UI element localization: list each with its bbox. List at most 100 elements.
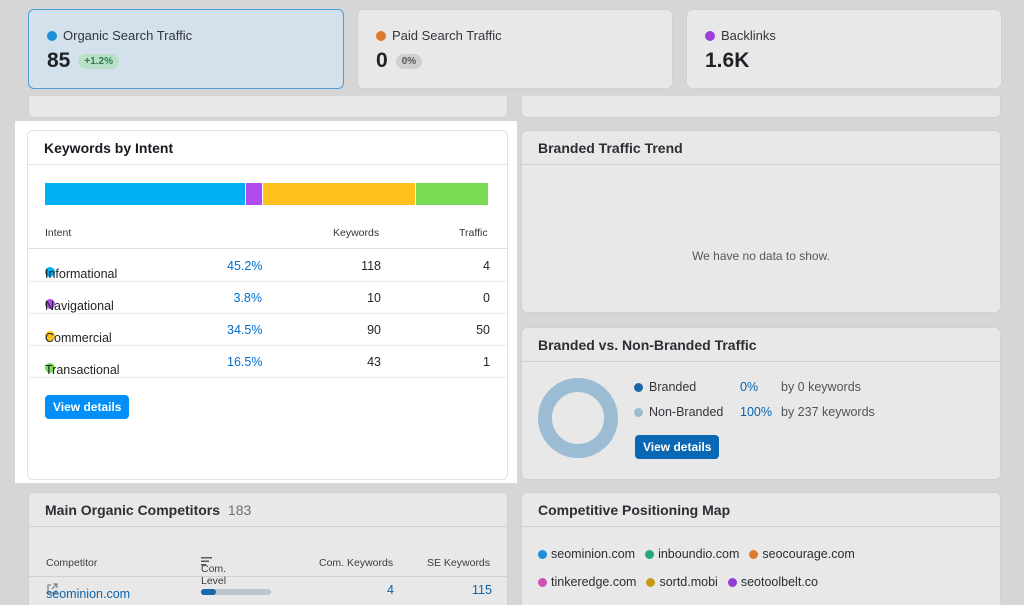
metric-value-row: 85 +1.2% <box>47 49 325 73</box>
competitors-title: Main Organic Competitors <box>45 502 221 518</box>
domain-legend-row-1: seominion.com inboundio.com seocourage.com <box>538 547 855 561</box>
legend-percent: 0% <box>740 380 759 394</box>
metric-value-row: 1.6K <box>705 49 983 73</box>
intent-dot-icon <box>45 299 55 309</box>
intent-percent[interactable]: 3.8% <box>233 291 263 305</box>
view-details-button[interactable]: View details <box>635 435 720 459</box>
metric-label-row: Backlinks <box>705 28 983 43</box>
intent-keywords: 10 <box>367 291 381 305</box>
main-organic-competitors-card: Main Organic Competitors 183 Competitor … <box>28 492 508 605</box>
metric-card-paid[interactable]: Paid Search Traffic 0 0% <box>357 9 673 89</box>
metric-label: Organic Search Traffic <box>63 28 193 43</box>
intent-percent[interactable]: 34.5% <box>227 323 263 337</box>
legend-label: Non-Branded <box>649 405 724 419</box>
backlinks-dot-icon <box>705 30 715 41</box>
table-header: Competitor Com. Level Com. Keywords SE K… <box>29 551 507 587</box>
header-com-level[interactable]: Com. Level <box>201 557 226 587</box>
table-row: Navigational 3.8% 10 0 <box>28 282 507 314</box>
intent-segment <box>415 183 489 205</box>
organic-dot-icon <box>47 30 57 41</box>
competitor-link[interactable]: seominion.com <box>46 583 130 601</box>
header-competitor: Competitor <box>46 557 98 569</box>
nonbranded-dot-icon <box>634 407 643 417</box>
domain-name: seominion.com <box>551 547 636 561</box>
domain-legend-item[interactable]: sortd.mobi <box>646 575 718 589</box>
com-level-fill <box>201 589 217 595</box>
branded-donut-chart <box>538 378 618 458</box>
domain-legend-row-2: tinkeredge.com sortd.mobi seotoolbelt.co <box>538 575 818 589</box>
legend-branded: Branded 0% by 0 keywords <box>634 380 861 394</box>
competitors-count: 183 <box>227 502 252 518</box>
metric-label: Backlinks <box>721 28 776 43</box>
intent-name: Transactional <box>45 363 120 377</box>
legend-label: Branded <box>649 380 697 394</box>
change-badge: +1.2% <box>78 53 119 69</box>
domain-name: seocourage.com <box>762 547 855 561</box>
intent-percent[interactable]: 45.2% <box>227 259 263 273</box>
metric-label-row: Organic Search Traffic <box>47 28 325 43</box>
se-keywords-value[interactable]: 115 <box>472 583 492 597</box>
metric-value: 85 <box>47 49 71 72</box>
intent-segment <box>262 183 416 205</box>
header-com-keywords: Com. Keywords <box>319 557 394 569</box>
intent-keywords: 118 <box>361 259 381 273</box>
change-badge: 0% <box>395 53 423 69</box>
card-title: Competitive Positioning Map <box>522 493 1000 527</box>
card-title: Keywords by Intent <box>28 131 507 165</box>
external-link-icon <box>47 583 58 594</box>
view-details-button[interactable]: View details <box>45 395 130 419</box>
intent-segment <box>245 183 263 205</box>
domain-legend-item[interactable]: seotoolbelt.co <box>727 575 818 589</box>
domain-legend-item[interactable]: seocourage.com <box>749 547 855 561</box>
domain-dot-icon <box>538 577 547 587</box>
domain-name: inboundio.com <box>658 547 740 561</box>
branded-vs-nonbranded-card: Branded vs. Non-Branded Traffic Branded … <box>521 327 1001 480</box>
metric-value: 0 <box>376 49 388 72</box>
intent-traffic: 0 <box>483 291 490 305</box>
intent-traffic: 1 <box>483 355 490 369</box>
legend-nonbranded: Non-Branded 100% by 237 keywords <box>634 405 875 419</box>
intent-traffic: 4 <box>483 259 490 273</box>
intent-name: Informational <box>45 267 118 281</box>
competitor-domain: seominion.com <box>46 587 131 601</box>
metric-value-row: 0 0% <box>376 49 654 73</box>
domain-name: seotoolbelt.co <box>740 575 818 589</box>
table-row: seominion.com 4 115 <box>29 579 507 605</box>
table-header: Intent Keywords Traffic <box>28 219 507 249</box>
intent-percent[interactable]: 16.5% <box>227 355 263 369</box>
metric-label-row: Paid Search Traffic <box>376 28 654 43</box>
table-row: Transactional 16.5% 43 1 <box>28 346 507 378</box>
domain-dot-icon <box>538 549 547 559</box>
branded-dot-icon <box>634 382 643 392</box>
intent-segment <box>45 183 246 205</box>
legend-percent: 100% <box>740 405 772 419</box>
paid-dot-icon <box>376 30 386 41</box>
header-se-keywords: SE Keywords <box>427 557 491 569</box>
domain-name: tinkeredge.com <box>551 575 637 589</box>
com-keywords-value[interactable]: 4 <box>387 583 394 597</box>
intent-keywords: 90 <box>367 323 381 337</box>
domain-legend-item[interactable]: inboundio.com <box>645 547 739 561</box>
domain-dot-icon <box>645 549 655 559</box>
domain-dot-icon <box>646 577 656 587</box>
keywords-by-intent-card: Keywords by Intent Intent Keywords Traff… <box>27 130 508 480</box>
domain-dot-icon <box>749 549 759 559</box>
empty-state-text: We have no data to show. <box>692 249 830 263</box>
header-keywords: Keywords <box>333 227 380 239</box>
legend-keywords: by 237 keywords <box>781 405 875 419</box>
metric-value: 1.6K <box>705 49 750 72</box>
metric-card-organic[interactable]: Organic Search Traffic 85 +1.2% <box>28 9 344 89</box>
intent-name: Navigational <box>45 299 114 313</box>
partial-card-right <box>521 96 1001 118</box>
header-intent: Intent <box>45 227 72 239</box>
domain-legend-item[interactable]: seominion.com <box>538 547 635 561</box>
domain-legend-item[interactable]: tinkeredge.com <box>538 575 636 589</box>
metric-label: Paid Search Traffic <box>392 28 502 43</box>
intent-traffic: 50 <box>476 323 490 337</box>
table-row: Commercial 34.5% 90 50 <box>28 314 507 346</box>
card-title: Branded Traffic Trend <box>522 131 1000 165</box>
intent-distribution-bar <box>45 183 489 205</box>
com-level-bar <box>201 589 271 595</box>
card-title: Branded vs. Non-Branded Traffic <box>522 328 1000 362</box>
metric-card-backlinks[interactable]: Backlinks 1.6K <box>686 9 1002 89</box>
